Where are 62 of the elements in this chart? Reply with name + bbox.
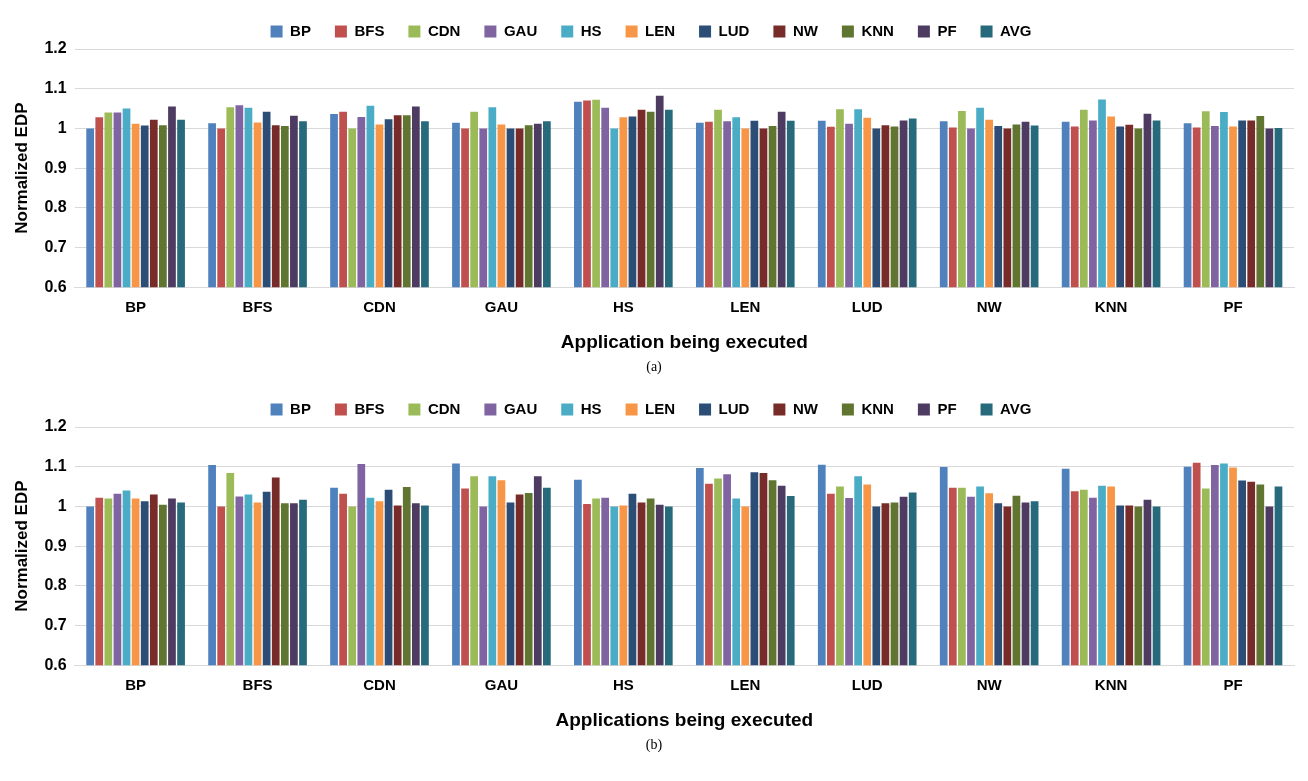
y-tick-label: 1.2 xyxy=(44,39,67,57)
y-tick-label: 0.6 xyxy=(44,277,67,295)
legend-label: BFS xyxy=(354,399,385,417)
y-tick-label: 0.7 xyxy=(44,237,67,255)
x-tick-label: HS xyxy=(612,298,634,316)
legend-label: PF xyxy=(937,21,957,39)
x-tick-label: HS xyxy=(612,676,634,694)
x-axis-title: Application being executed xyxy=(560,330,808,352)
x-tick-label: BFS xyxy=(242,298,273,316)
text: (a) xyxy=(645,358,663,376)
legend-label: KNN xyxy=(861,399,894,417)
y-tick-label: 1.2 xyxy=(44,417,67,435)
y-tick-label: 0.8 xyxy=(44,576,67,594)
legend-label: BP xyxy=(290,399,311,417)
legend-label: AVG xyxy=(1000,399,1032,417)
x-tick-label: LEN xyxy=(730,676,761,694)
y-tick-label: 1 xyxy=(57,496,67,514)
legend-label: BP xyxy=(290,21,311,39)
legend-label: AVG xyxy=(1000,21,1032,39)
y-axis-title: Normalized EDP xyxy=(11,102,31,234)
x-tick-label: LUD xyxy=(851,676,883,694)
x-axis-title: Applications being executed xyxy=(555,708,814,730)
x-tick-label: CDN xyxy=(363,298,396,316)
x-tick-label: CDN xyxy=(363,676,396,694)
x-tick-label: LUD xyxy=(851,298,883,316)
legend-label: LUD xyxy=(718,399,750,417)
y-tick-label: 0.6 xyxy=(44,655,67,673)
legend-label: HS xyxy=(580,21,602,39)
legend-label: CDN xyxy=(427,399,461,417)
x-tick-label: BP xyxy=(125,676,147,694)
x-tick-label: KNN xyxy=(1094,298,1128,316)
legend-label: LEN xyxy=(645,21,676,39)
legend-label: NW xyxy=(792,21,819,39)
x-tick-label: PF xyxy=(1223,676,1243,694)
x-tick-label: GAU xyxy=(484,676,519,694)
x-tick-label: NW xyxy=(976,298,1003,316)
legend-label: GAU xyxy=(503,21,538,39)
legend-label: NW xyxy=(792,399,819,417)
y-tick-label: 0.7 xyxy=(44,615,67,633)
y-tick-label: 1 xyxy=(57,118,67,136)
legend-label: LUD xyxy=(718,21,750,39)
x-tick-label: LEN xyxy=(730,298,761,316)
x-tick-label: NW xyxy=(976,676,1003,694)
legend-label: GAU xyxy=(503,399,538,417)
x-tick-label: GAU xyxy=(484,298,519,316)
y-axis-title: Normalized EDP xyxy=(11,480,31,612)
legend-label: BFS xyxy=(354,21,385,39)
y-tick-label: 0.8 xyxy=(44,198,67,216)
text: (b) xyxy=(644,736,664,754)
x-tick-label: BFS xyxy=(242,676,273,694)
x-tick-label: PF xyxy=(1223,298,1243,316)
y-tick-label: 0.9 xyxy=(44,158,67,176)
legend-label: PF xyxy=(937,399,957,417)
legend-label: HS xyxy=(580,399,602,417)
x-tick-label: BP xyxy=(125,298,147,316)
y-tick-label: 0.9 xyxy=(44,536,67,554)
y-tick-label: 1.1 xyxy=(44,457,67,475)
legend-label: LEN xyxy=(645,399,676,417)
x-tick-label: KNN xyxy=(1094,676,1128,694)
legend-label: CDN xyxy=(427,21,461,39)
legend-label: KNN xyxy=(861,21,894,39)
y-tick-label: 1.1 xyxy=(44,79,67,97)
